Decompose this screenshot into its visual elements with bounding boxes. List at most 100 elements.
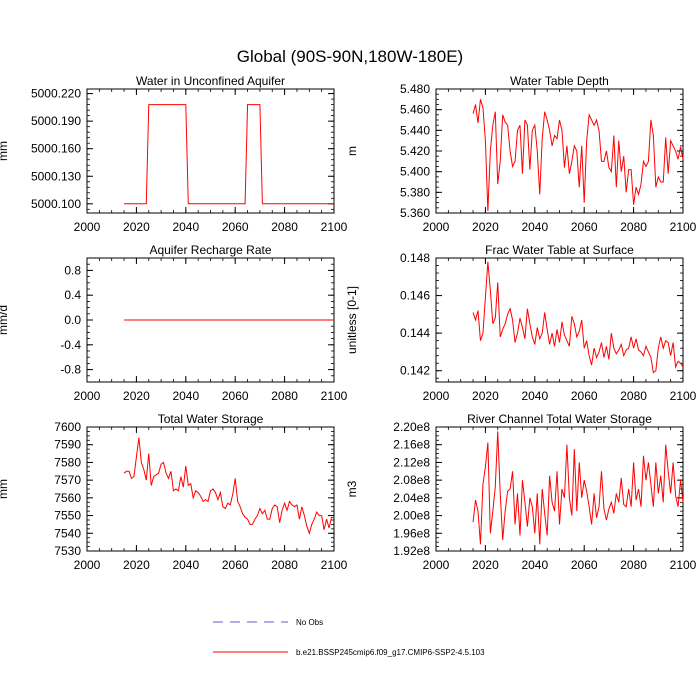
chart-4-ytick-label: 0.142 [400, 364, 430, 378]
chart-1-ytick-label: 5000.130 [31, 169, 81, 183]
chart-3-xtick-label: 2020 [123, 389, 150, 403]
chart-1-xtick-label: 2020 [123, 220, 150, 234]
chart-5-xtick-label: 2040 [172, 558, 199, 572]
chart-6-ytick-label: 2.04e8 [393, 491, 430, 505]
chart-2-title: Water Table Depth [510, 74, 609, 88]
chart-4-ytick-label: 0.148 [400, 251, 430, 265]
chart-3-ytick-label: 0.8 [64, 263, 81, 277]
chart-6-xtick-label: 2000 [423, 558, 450, 572]
chart-3-xtick-label: 2060 [222, 389, 249, 403]
chart-1-ytick-label: 5000.160 [31, 142, 81, 156]
chart-1-ytick-label: 5000.100 [31, 197, 81, 211]
chart-4-frame [435, 257, 684, 383]
chart-2-ytick-label: 5.380 [400, 185, 430, 199]
chart-6-xtick-label: 2080 [620, 558, 647, 572]
chart-5-xtick-label: 2020 [123, 558, 150, 572]
panel-water-table-depth: Water Table Depth m 2000 2020 2040 2060 2080 21… [345, 74, 697, 234]
chart-6-xtick-label: 2040 [521, 558, 548, 572]
chart-4-xtick-label: 2100 [670, 389, 697, 403]
chart-2-xtick-label: 2080 [620, 220, 647, 234]
chart-2-ytick-label: 5.400 [400, 165, 430, 179]
chart-1-xtick-label: 2000 [74, 220, 101, 234]
panel-water-in-unconfined-aquifer: Water in Unconfined Aquifer mm 2000 2020 204… [0, 74, 348, 234]
chart-1-xtick-label: 2060 [222, 220, 249, 234]
panel-frac-water-table-at-surface: Frac Water Table at Surface unitless [0-1… [345, 243, 697, 403]
chart-6-ytick-label: 2.08e8 [393, 473, 430, 487]
chart-6-ytick-label: 2.20e8 [393, 420, 430, 434]
chart-5-title: Total Water Storage [158, 412, 264, 426]
chart-6-title: River Channel Total Water Storage [467, 412, 652, 426]
chart-5-ytick-label: 7580 [54, 455, 81, 469]
chart-5-xtick-label: 2000 [74, 558, 101, 572]
chart-5-xtick-label: 2080 [271, 558, 298, 572]
chart-4-xtick-label: 2060 [571, 389, 598, 403]
chart-2-xtick-label: 2020 [472, 220, 499, 234]
chart-4-xtick-label: 2000 [423, 389, 450, 403]
chart-2-frame [435, 88, 684, 214]
chart-2-xtick-label: 2060 [571, 220, 598, 234]
chart-2-ytick-label: 5.460 [400, 103, 430, 117]
chart-5-ylabel: mm [0, 479, 10, 499]
legend: No Obs b.e21.BSSP245cmip6.f09_g17.CMIP6-… [213, 618, 485, 657]
chart-2-series-line [472, 99, 684, 211]
chart-4-ytick-label: 0.146 [400, 289, 430, 303]
chart-6-ytick-label: 2.12e8 [393, 455, 430, 469]
chart-5-ytick-label: 7560 [54, 491, 81, 505]
chart-2-ytick-label: 5.480 [400, 82, 430, 96]
chart-5-xtick-label: 2100 [321, 558, 348, 572]
chart-1-title: Water in Unconfined Aquifer [136, 74, 285, 88]
panel-aquifer-recharge-rate: Aquifer Recharge Rate mm/d 2000 2020 2040 206… [0, 243, 348, 403]
chart-5-ytick-label: 7570 [54, 473, 81, 487]
panel-total-water-storage: Total Water Storage mm 2000 2020 2040 2060 208… [0, 412, 348, 572]
chart-6-ytick-label: 1.96e8 [393, 526, 430, 540]
legend-obs-label: No Obs [296, 618, 323, 627]
chart-1-ylabel: mm [0, 141, 10, 161]
chart-4-xtick-label: 2040 [521, 389, 548, 403]
chart-4-series-line [472, 261, 684, 374]
chart-1-xtick-label: 2040 [172, 220, 199, 234]
chart-6-xtick-label: 2060 [571, 558, 598, 572]
chart-6-ytick-label: 1.92e8 [393, 544, 430, 558]
chart-6-xtick-label: 2020 [472, 558, 499, 572]
chart-3-ytick-label: -0.4 [60, 338, 81, 352]
chart-3-xtick-label: 2080 [271, 389, 298, 403]
chart-5-series-line [123, 437, 334, 535]
chart-5-ytick-label: 7530 [54, 544, 81, 558]
chart-3-ytick-label: 0.0 [64, 313, 81, 327]
page-title: Global (90S-90N,180W-180E) [237, 47, 463, 66]
chart-2-ylabel: m [345, 146, 359, 156]
chart-6-ytick-label: 2.16e8 [393, 438, 430, 452]
chart-6-series-line [472, 431, 684, 545]
chart-2-ytick-label: 5.440 [400, 123, 430, 137]
chart-6-ytick-label: 2.00e8 [393, 509, 430, 523]
chart-3-ytick-label: -0.8 [60, 363, 81, 377]
chart-2-ytick-label: 5.360 [400, 206, 430, 220]
chart-2-xtick-label: 2000 [423, 220, 450, 234]
chart-4-ytick-label: 0.144 [400, 326, 430, 340]
chart-1-ytick-label: 5000.220 [31, 87, 81, 101]
chart-1-xtick-label: 2080 [271, 220, 298, 234]
chart-5-ytick-label: 7590 [54, 438, 81, 452]
chart-3-xtick-label: 2040 [172, 389, 199, 403]
chart-6-xtick-label: 2100 [670, 558, 697, 572]
chart-3-ylabel: mm/d [0, 305, 10, 335]
chart-1-series-line [124, 104, 334, 205]
chart-3-ytick-label: 0.4 [64, 288, 81, 302]
chart-2-xtick-label: 2040 [521, 220, 548, 234]
chart-1-xtick-label: 2100 [321, 220, 348, 234]
chart-3-title: Aquifer Recharge Rate [149, 243, 271, 257]
chart-2-ytick-label: 5.420 [400, 144, 430, 158]
chart-4-xtick-label: 2020 [472, 389, 499, 403]
chart-3-xtick-label: 2000 [74, 389, 101, 403]
chart-6-frame [435, 426, 684, 552]
chart-5-ytick-label: 7600 [54, 420, 81, 434]
chart-6-ylabel: m3 [345, 480, 359, 497]
chart-1-frame [86, 88, 335, 214]
chart-2-xtick-label: 2100 [670, 220, 697, 234]
chart-4-xtick-label: 2080 [620, 389, 647, 403]
chart-5-frame [86, 426, 335, 552]
chart-1-ytick-label: 5000.190 [31, 114, 81, 128]
chart-3-xtick-label: 2100 [321, 389, 348, 403]
panel-river-channel-total-water-storage: River Channel Total Water Storage m3 2000 2… [345, 412, 697, 572]
